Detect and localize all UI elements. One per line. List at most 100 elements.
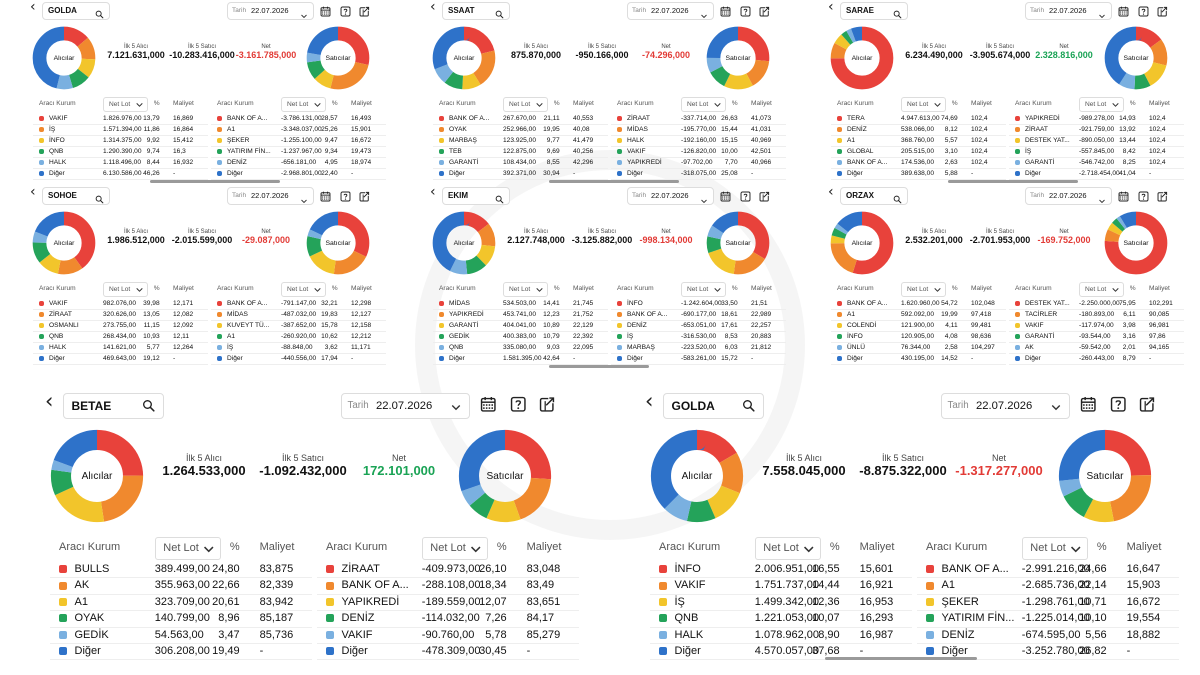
buyers-row[interactable]: İNFO 2.006.951,00 16,55 15,601 — [650, 561, 912, 579]
column-header-net-lot[interactable]: Net Lot — [103, 97, 148, 112]
sellers-row[interactable]: DESTEK YAT... -890.050,00 13,44 102,4 — [1009, 135, 1184, 147]
donut-segment[interactable] — [432, 26, 496, 90]
sellers-row[interactable]: YAPIKREDİ -97.702,00 7,70 40,966 — [611, 157, 786, 169]
donut-segment[interactable] — [32, 211, 96, 275]
symbol-search-box[interactable]: SARAE — [840, 2, 908, 20]
donut-segment[interactable] — [432, 211, 496, 275]
chevron-down-icon[interactable] — [1098, 12, 1106, 20]
donut-segment[interactable] — [32, 26, 96, 90]
buyers-row[interactable]: TEB 122.875,00 9,69 40,256 — [433, 146, 608, 158]
sellers-row[interactable]: İŞ -88.848,00 3,62 11,171 — [211, 342, 386, 354]
search-icon[interactable] — [95, 195, 104, 204]
donut-segment[interactable] — [650, 429, 744, 523]
export-icon[interactable] — [759, 4, 770, 22]
donut-segment[interactable] — [32, 211, 96, 275]
symbol-search-box[interactable]: GOLDA — [42, 2, 110, 20]
sellers-row[interactable]: BANK OF A... -2.991.216,00 24,66 16,647 — [917, 561, 1179, 579]
buyers-row[interactable]: GEDİK 400.383,00 10,79 22,392 — [433, 331, 608, 343]
calendar-icon[interactable] — [480, 396, 497, 418]
help-icon[interactable] — [740, 4, 751, 22]
column-header-net-lot[interactable]: Net Lot — [503, 97, 548, 112]
buyers-row[interactable]: Diğer 389.638,00 5,88 - — [831, 168, 1006, 180]
chevron-down-icon[interactable] — [469, 542, 483, 556]
date-dropdown[interactable] — [700, 7, 708, 25]
donut-segment[interactable] — [306, 26, 370, 90]
buyers-row[interactable]: GARANTİ 404.041,00 10,89 22,129 — [433, 320, 608, 332]
sellers-row[interactable]: BANK OF A... -690.177,00 18,61 22,989 — [611, 309, 786, 321]
donut-segment[interactable] — [50, 429, 144, 523]
sellers-row[interactable]: KUVEYT TÜ... -387.652,00 15,78 12,158 — [211, 320, 386, 332]
sellers-row[interactable]: A1 -2.685.736,00 22,14 15,903 — [917, 577, 1179, 595]
column-header-net-lot[interactable]: Net Lot — [754, 537, 821, 560]
sellers-row[interactable]: DESTEK YAT... -2.250.000,00 75,95 102,291 — [1009, 298, 1184, 310]
help-icon[interactable] — [1110, 396, 1127, 418]
sellers-row[interactable]: ŞEKER -1.298.761,00 10,71 16,672 — [917, 594, 1179, 612]
sellers-row[interactable]: İŞ -557.845,00 8,42 102,4 — [1009, 146, 1184, 158]
column-header-net-lot[interactable]: Net Lot — [681, 282, 726, 297]
chevron-down-icon[interactable] — [535, 100, 544, 109]
buyers-row[interactable]: QNB 1.290.390,00 9,74 16,3 — [33, 146, 208, 158]
buyers-row[interactable]: QNB 335.080,00 9,03 22,095 — [433, 342, 608, 354]
donut-segment[interactable] — [1104, 26, 1168, 90]
calendar-icon[interactable] — [720, 4, 731, 22]
horizontal-scrollbar[interactable] — [549, 365, 649, 368]
buyers-row[interactable]: VAKIF 1.751.737,00 14,44 16,921 — [650, 577, 912, 595]
buyers-row[interactable]: Diğer 1.581.395,00 42,64 - — [433, 353, 608, 365]
date-dropdown[interactable] — [1098, 7, 1106, 25]
sellers-row[interactable]: Diğer -318.075,00 25,08 - — [611, 168, 786, 180]
help-icon[interactable] — [510, 396, 527, 418]
search-button[interactable] — [742, 399, 756, 418]
export-icon[interactable] — [359, 4, 370, 22]
date-selector[interactable]: Tarih 22.07.2026 — [1025, 187, 1112, 205]
buyers-row[interactable]: GARANTİ 108.434,00 8,55 42,296 — [433, 157, 608, 169]
column-header-net-lot[interactable]: Net Lot — [1021, 537, 1088, 560]
sellers-row[interactable]: A1 -3.348.037,00 25,26 15,901 — [211, 124, 386, 136]
donut-segment[interactable] — [432, 26, 496, 90]
buyers-row[interactable]: QNB 1.221.053,00 10,07 16,293 — [650, 610, 912, 628]
chevron-down-icon[interactable] — [300, 197, 308, 205]
sellers-row[interactable]: MİDAS -195.770,00 15,44 41,031 — [611, 124, 786, 136]
donut-segment[interactable] — [32, 26, 96, 90]
sellers-row[interactable]: DENİZ -674.595,00 5,56 18,882 — [917, 627, 1179, 644]
sellers-row[interactable]: ŞEKER -1.255.100,00 9,47 16,672 — [211, 135, 386, 147]
back-chevron-icon[interactable]: ‹ — [430, 0, 436, 15]
donut-segment[interactable] — [432, 211, 496, 275]
donut-segment[interactable] — [1058, 429, 1152, 523]
back-chevron-icon[interactable]: ‹ — [828, 185, 834, 200]
symbol-search-box[interactable]: BETAE — [63, 393, 164, 419]
buyers-row[interactable]: İNFO 120.905,00 4,08 98,636 — [831, 331, 1006, 343]
back-chevron-icon[interactable]: ‹ — [645, 388, 654, 413]
donut-segment[interactable] — [306, 26, 370, 90]
horizontal-scrollbar[interactable] — [948, 180, 1078, 183]
buyers-row[interactable]: OYAK 252.966,00 19,95 40,08 — [433, 124, 608, 136]
donut-segment[interactable] — [706, 211, 770, 275]
chevron-down-icon[interactable] — [933, 285, 942, 294]
horizontal-scrollbar[interactable] — [150, 180, 280, 183]
donut-segment[interactable] — [1104, 26, 1168, 90]
sellers-row[interactable]: BANK OF A... -791.147,00 32,21 12,298 — [211, 298, 386, 310]
sellers-row[interactable]: A1 -260.920,00 10,62 12,212 — [211, 331, 386, 343]
buyers-row[interactable]: İŞ 1.499.342,00 12,36 16,953 — [650, 594, 912, 612]
search-button[interactable] — [893, 191, 902, 209]
date-selector[interactable]: Tarih 22.07.2026 — [627, 2, 714, 20]
buyers-row[interactable]: OSMANLI 273.755,00 11,15 12,092 — [33, 320, 208, 332]
chevron-down-icon[interactable] — [450, 401, 462, 413]
help-icon[interactable] — [340, 189, 351, 207]
chevron-down-icon[interactable] — [1098, 197, 1106, 205]
sellers-row[interactable]: DENİZ -114.032,00 7,26 84,17 — [317, 610, 579, 628]
donut-segment[interactable] — [706, 211, 770, 275]
buyers-row[interactable]: QNB 268.434,00 10,93 12,11 — [33, 331, 208, 343]
sellers-row[interactable]: MARBAŞ -223.520,00 6,03 21,812 — [611, 342, 786, 354]
buyers-row[interactable]: MARBAŞ 123.925,00 9,77 41,479 — [433, 135, 608, 147]
help-icon[interactable] — [1138, 4, 1149, 22]
donut-segment[interactable] — [32, 211, 96, 275]
search-icon[interactable] — [495, 195, 504, 204]
chevron-down-icon[interactable] — [1111, 285, 1120, 294]
buyers-row[interactable]: OYAK 140.799,00 8,96 85,187 — [50, 610, 312, 628]
symbol-search-box[interactable]: GOLDA — [663, 393, 764, 419]
sellers-row[interactable]: ZİRAAT -409.973,00 26,10 83,048 — [317, 561, 579, 579]
buyers-row[interactable]: A1 368.760,00 5,57 102,4 — [831, 135, 1006, 147]
export-icon[interactable] — [1157, 189, 1168, 207]
donut-segment[interactable] — [706, 26, 770, 90]
chevron-down-icon[interactable] — [713, 285, 722, 294]
